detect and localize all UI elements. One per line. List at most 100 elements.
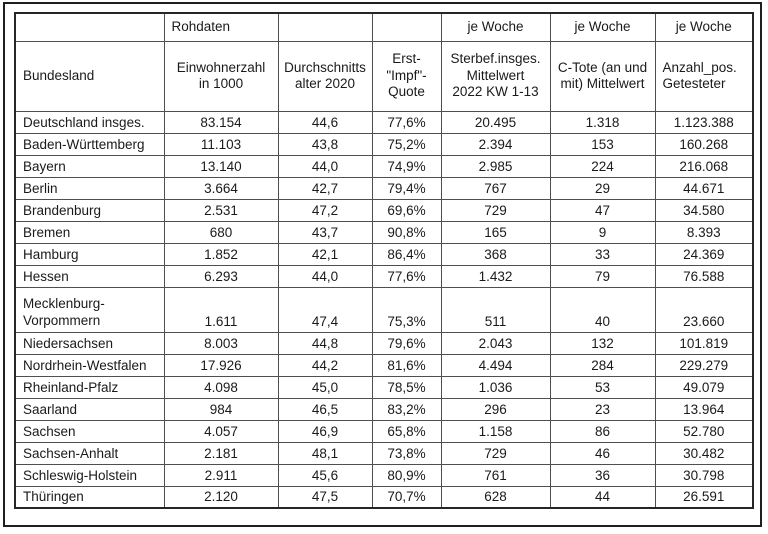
cell-sterbefaelle: 628: [440, 485, 551, 509]
cell-pos-getestete: 30.482: [654, 441, 754, 465]
cell-c-tote: 29: [549, 176, 656, 200]
cell-pos-getestete: 24.369: [654, 242, 754, 266]
column-header-impfquote: Erst- "Impf"- Quote: [371, 40, 442, 112]
cell-c-tote: 284: [549, 353, 656, 377]
group-header-je-woche: je Woche: [549, 12, 656, 42]
cell-sterbefaelle: 2.043: [440, 331, 551, 355]
cell-pos-getestete: 44.671: [654, 176, 754, 200]
cell-bundesland: Hessen: [14, 264, 165, 288]
cell-impfquote: 65,8%: [371, 419, 442, 443]
cell-durchschnittsalter: 43,8: [277, 132, 373, 156]
cell-impfquote: 74,9%: [371, 154, 442, 178]
cell-bundesland: Thüringen: [14, 485, 165, 509]
cell-sterbefaelle: 1.432: [440, 264, 551, 288]
cell-durchschnittsalter: 44,8: [277, 331, 373, 355]
cell-durchschnittsalter: 46,9: [277, 419, 373, 443]
cell-c-tote: 224: [549, 154, 656, 178]
cell-einwohnerzahl: 6.293: [163, 264, 279, 288]
cell-pos-getestete: 160.268: [654, 132, 754, 156]
cell-einwohnerzahl: 2.181: [163, 441, 279, 465]
table-row: Nordrhein-Westfalen 17.926 44,2 81,6% 4.…: [14, 353, 754, 377]
cell-durchschnittsalter: 42,7: [277, 176, 373, 200]
cell-sterbefaelle: 2.394: [440, 132, 551, 156]
cell-bundesland: Nordrhein-Westfalen: [14, 353, 165, 377]
cell-pos-getestete: 1.123.388: [654, 110, 754, 134]
table-row: Saarland 984 46,5 83,2% 296 23 13.964: [14, 397, 754, 421]
cell-einwohnerzahl: 8.003: [163, 331, 279, 355]
cell-einwohnerzahl: 984: [163, 397, 279, 421]
cell-pos-getestete: 13.964: [654, 397, 754, 421]
table-row: Deutschland insges. 83.154 44,6 77,6% 20…: [14, 110, 754, 134]
cell-einwohnerzahl: 2.911: [163, 463, 279, 487]
cell-impfquote: 83,2%: [371, 397, 442, 421]
cell-c-tote: 53: [549, 375, 656, 399]
cell-bundesland: Deutschland insges.: [14, 110, 165, 134]
cell-c-tote: 153: [549, 132, 656, 156]
group-header-empty: [14, 12, 165, 42]
cell-sterbefaelle: 296: [440, 397, 551, 421]
cell-c-tote: 40: [549, 286, 656, 333]
group-header-empty: [371, 12, 442, 42]
cell-durchschnittsalter: 44,6: [277, 110, 373, 134]
cell-impfquote: 69,6%: [371, 198, 442, 222]
cell-c-tote: 23: [549, 397, 656, 421]
cell-impfquote: 78,5%: [371, 375, 442, 399]
cell-impfquote: 80,9%: [371, 463, 442, 487]
cell-einwohnerzahl: 4.098: [163, 375, 279, 399]
cell-bundesland: Bayern: [14, 154, 165, 178]
cell-pos-getestete: 101.819: [654, 331, 754, 355]
column-header-bundesland: Bundesland: [14, 40, 165, 112]
cell-sterbefaelle: 2.985: [440, 154, 551, 178]
cell-durchschnittsalter: 47,4: [277, 286, 373, 333]
cell-impfquote: 73,8%: [371, 441, 442, 465]
cell-einwohnerzahl: 83.154: [163, 110, 279, 134]
table-row: Niedersachsen 8.003 44,8 79,6% 2.043 132…: [14, 331, 754, 355]
cell-c-tote: 33: [549, 242, 656, 266]
cell-einwohnerzahl: 3.664: [163, 176, 279, 200]
table-row: Sachsen 4.057 46,9 65,8% 1.158 86 52.780: [14, 419, 754, 443]
cell-impfquote: 81,6%: [371, 353, 442, 377]
table-row: Hamburg 1.852 42,1 86,4% 368 33 24.369: [14, 242, 754, 266]
cell-durchschnittsalter: 44,2: [277, 353, 373, 377]
cell-bundesland: Sachsen-Anhalt: [14, 441, 165, 465]
cell-bundesland: Saarland: [14, 397, 165, 421]
cell-sterbefaelle: 729: [440, 198, 551, 222]
table-row: Mecklenburg- Vorpommern 1.611 47,4 75,3%…: [14, 286, 754, 333]
cell-sterbefaelle: 1.036: [440, 375, 551, 399]
cell-einwohnerzahl: 2.531: [163, 198, 279, 222]
cell-pos-getestete: 26.591: [654, 485, 754, 509]
cell-durchschnittsalter: 48,1: [277, 441, 373, 465]
cell-pos-getestete: 49.079: [654, 375, 754, 399]
cell-impfquote: 86,4%: [371, 242, 442, 266]
cell-c-tote: 79: [549, 264, 656, 288]
table-row: Sachsen-Anhalt 2.181 48,1 73,8% 729 46 3…: [14, 441, 754, 465]
group-header-row: Rohdaten je Woche je Woche je Woche: [14, 12, 754, 42]
cell-bundesland: Berlin: [14, 176, 165, 200]
cell-impfquote: 70,7%: [371, 485, 442, 509]
cell-bundesland: Schleswig-Holstein: [14, 463, 165, 487]
cell-durchschnittsalter: 44,0: [277, 154, 373, 178]
column-header-row: Bundesland Einwohnerzahl in 1000 Durchsc…: [14, 40, 754, 112]
cell-durchschnittsalter: 47,5: [277, 485, 373, 509]
cell-einwohnerzahl: 680: [163, 220, 279, 244]
cell-sterbefaelle: 368: [440, 242, 551, 266]
cell-c-tote: 44: [549, 485, 656, 509]
table-row: Bayern 13.140 44,0 74,9% 2.985 224 216.0…: [14, 154, 754, 178]
cell-pos-getestete: 30.798: [654, 463, 754, 487]
cell-impfquote: 77,6%: [371, 264, 442, 288]
cell-c-tote: 46: [549, 441, 656, 465]
table-row: Bremen 680 43,7 90,8% 165 9 8.393: [14, 220, 754, 244]
cell-durchschnittsalter: 46,5: [277, 397, 373, 421]
cell-c-tote: 86: [549, 419, 656, 443]
cell-impfquote: 75,2%: [371, 132, 442, 156]
bundesland-statistics-table: Rohdaten je Woche je Woche je Woche Bund…: [14, 12, 754, 509]
cell-sterbefaelle: 729: [440, 441, 551, 465]
column-header-durchschnittsalter: Durchschnitts alter 2020: [277, 40, 373, 112]
cell-bundesland: Sachsen: [14, 419, 165, 443]
cell-c-tote: 132: [549, 331, 656, 355]
column-header-c-tote: C-Tote (an und mit) Mittelwert: [549, 40, 656, 112]
table-row: Brandenburg 2.531 47,2 69,6% 729 47 34.5…: [14, 198, 754, 222]
cell-durchschnittsalter: 43,7: [277, 220, 373, 244]
table-row: Schleswig-Holstein 2.911 45,6 80,9% 761 …: [14, 463, 754, 487]
cell-c-tote: 36: [549, 463, 656, 487]
